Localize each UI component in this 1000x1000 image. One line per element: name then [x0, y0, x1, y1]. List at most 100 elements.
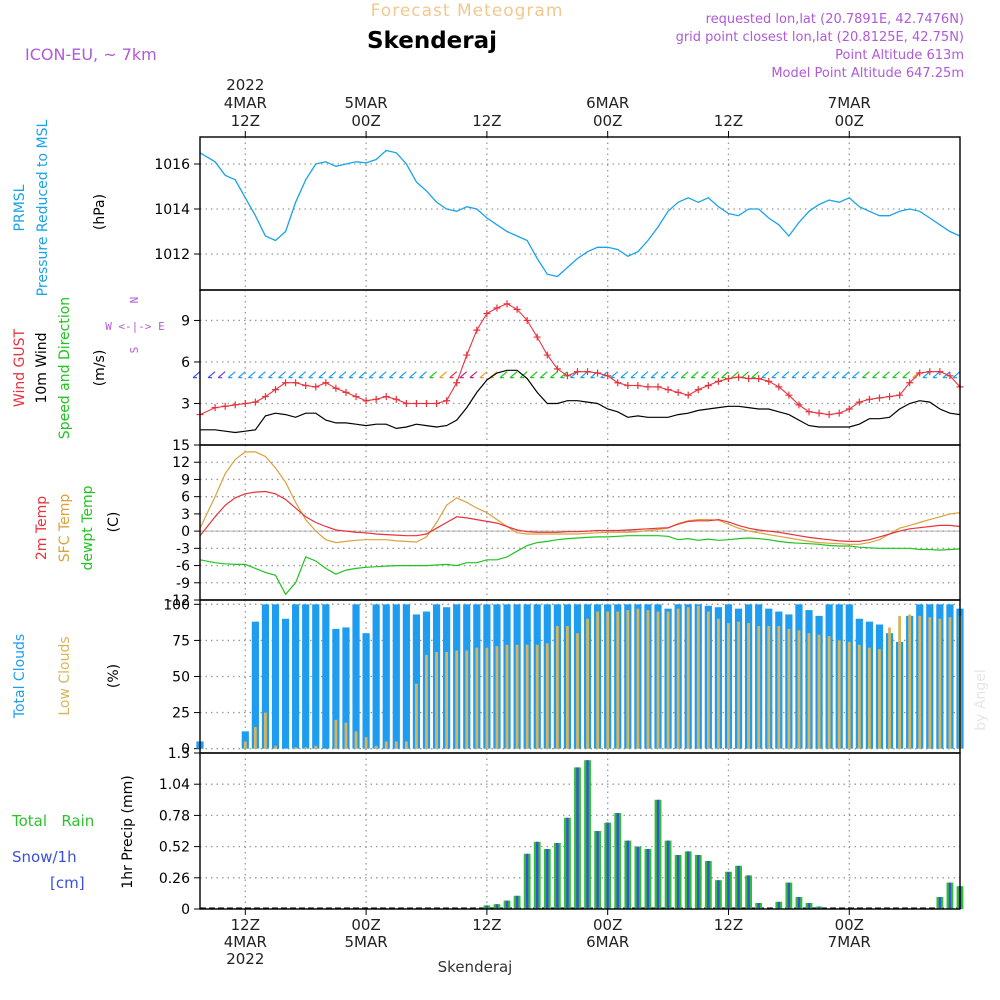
time-label-bottom: 4MAR [224, 933, 267, 951]
low-cloud-bar [686, 607, 690, 749]
low-cloud-bar [847, 641, 851, 749]
time-label-bottom: 12Z [472, 916, 501, 934]
wind-dir-label: Speed and Direction [57, 297, 73, 439]
wind-arrow [529, 371, 538, 379]
rain-bar-core [626, 840, 630, 909]
total-cloud-bar [342, 627, 350, 749]
low-cloud-bar [274, 745, 277, 749]
gust-marker [795, 401, 803, 409]
rain-bar-core [525, 853, 529, 909]
rain-bar-core [566, 817, 569, 909]
gust-marker [714, 377, 722, 385]
gust-marker [332, 384, 340, 392]
rain-bar-core [757, 903, 760, 909]
total-cloud-bar [332, 628, 340, 749]
low-cloud-bar [374, 745, 378, 749]
low-cloud-bar [384, 741, 388, 749]
wind-arrow [398, 371, 407, 379]
low-cloud-bar [475, 647, 479, 749]
gust-marker [815, 409, 823, 417]
wind-arrow [791, 371, 800, 379]
rain-bar-core [737, 865, 740, 909]
gust-marker [422, 399, 430, 407]
gust-marker [735, 373, 743, 381]
faded-title: Forecast Meteogram [371, 1, 564, 21]
low-cloud-bar [586, 618, 589, 749]
low-cloud-bar [445, 651, 449, 749]
time-label-bottom: 12Z [231, 916, 260, 934]
wind-arrow [721, 371, 729, 379]
gust-marker [553, 365, 561, 373]
wind-arrow [258, 371, 266, 379]
rain-bar-core [797, 897, 801, 909]
precip-axis-label: 1hr Precip (mm) [120, 775, 136, 888]
compass-south: S [128, 347, 141, 354]
low-cloud-bar [415, 683, 418, 749]
gust-marker [684, 391, 692, 399]
wind-arrow [811, 371, 820, 379]
total-cloud-bar [412, 614, 421, 749]
low-cloud-bar [485, 647, 489, 749]
time-label-bottom: 00Z [351, 916, 380, 934]
low-cloud-bar [646, 610, 650, 749]
total-cloud-bar [312, 604, 320, 749]
wind-arrow [952, 371, 961, 379]
total-cloud-bar [402, 604, 410, 749]
rain-bar-core [717, 880, 720, 909]
low-cloud-bar [908, 614, 912, 749]
rain-bar-core [576, 767, 579, 909]
temp-2m-label: 2m Temp [34, 496, 50, 560]
gust-marker [765, 377, 773, 385]
total-cloud-bar [302, 604, 310, 749]
gust-marker [282, 379, 290, 387]
rain-bar-core [586, 760, 589, 909]
panel-frame [199, 752, 961, 910]
wind-arrow [278, 371, 286, 379]
gust-marker [936, 368, 944, 376]
gust-marker [775, 383, 783, 391]
wind-arrow [348, 371, 357, 379]
gust-marker [624, 381, 632, 389]
time-label-bottom: 6MAR [586, 933, 629, 951]
wind-arrow [539, 371, 548, 379]
wind-arrow [851, 371, 860, 379]
point-altitude: Point Altitude 613m [835, 48, 964, 63]
total-cloud-bar [392, 604, 400, 749]
gust-marker [352, 393, 360, 401]
gust-marker [271, 386, 279, 394]
clouds-unit: (%) [106, 664, 122, 688]
y-tick-label: 12 [172, 455, 190, 471]
time-label-top: 00Z [593, 112, 622, 130]
low-cloud-bar [314, 745, 318, 749]
low-cloud-bar [555, 625, 559, 749]
wind-arrow [409, 371, 417, 379]
wind-arrow [247, 371, 256, 379]
time-label-top: 00Z [835, 112, 864, 130]
y-tick-label: 1016 [154, 157, 190, 173]
gust-marker [443, 397, 451, 405]
wind-arrow [741, 371, 749, 379]
time-label-bottom: 12Z [714, 916, 743, 934]
low-cloud-bar [857, 644, 861, 749]
gust-marker [614, 379, 622, 387]
low-cloud-bar [717, 618, 720, 749]
wind-arrow [237, 371, 246, 379]
low-cloud-bar [656, 611, 660, 749]
wind-arrow [902, 371, 911, 379]
gust-marker [674, 388, 682, 396]
gust-marker [865, 395, 873, 403]
y-tick-label: 0 [181, 524, 190, 540]
pressure-label-1: PRMSL [12, 184, 28, 231]
temp-dew-label: dewpt Temp [80, 485, 96, 570]
y-tick-label: 100 [163, 597, 190, 613]
gust-marker [845, 405, 853, 413]
temp-2m-line [199, 490, 961, 543]
low-cloud-bar [535, 644, 539, 749]
gust-marker [523, 316, 531, 324]
rain-bar-core [616, 813, 619, 909]
gust-marker [483, 310, 491, 318]
station-title: Skenderaj [367, 28, 497, 54]
y-tick-label: 3 [181, 507, 190, 523]
y-tick-label: 3 [181, 396, 190, 412]
